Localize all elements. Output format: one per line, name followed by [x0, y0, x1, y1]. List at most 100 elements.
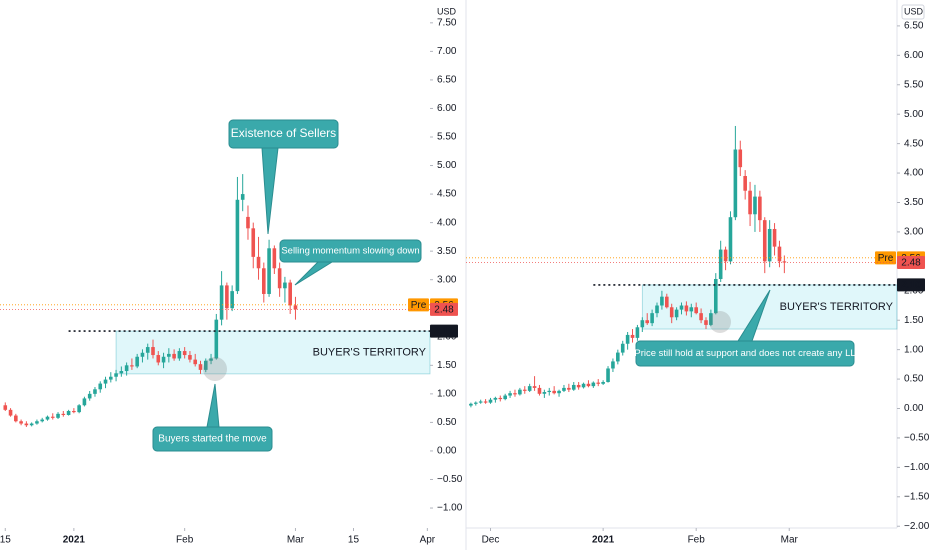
callout-text: Buyers started the move	[158, 434, 267, 445]
candle-body	[738, 149, 743, 168]
currency-box	[901, 4, 925, 20]
candle-body	[56, 413, 60, 418]
y-tick-label: 1.00	[437, 389, 457, 400]
y-tick-label: 4.00	[437, 217, 457, 228]
x-tick-label: 15	[348, 535, 360, 546]
currency-label: USD	[904, 6, 924, 16]
candle-body	[66, 410, 71, 415]
candle-body	[645, 320, 650, 324]
candle-body	[758, 196, 762, 221]
candle-body	[114, 373, 118, 377]
callout: Price still hold at support and does not…	[634, 289, 856, 367]
callout: Buyers started the move	[152, 383, 273, 452]
highlight-circle	[709, 311, 731, 333]
candle-body	[161, 356, 166, 363]
callout-box	[635, 340, 855, 367]
y-tick-label: 0.00	[437, 446, 457, 457]
y-tick-label: −1.50	[904, 491, 930, 502]
candle-body	[225, 285, 229, 309]
candle-body	[267, 248, 271, 294]
candle-body	[557, 390, 561, 394]
y-tick-label: 6.50	[437, 75, 457, 86]
candle-body	[188, 355, 192, 360]
candle-body	[777, 246, 782, 262]
candle-body	[704, 320, 708, 325]
candle-body	[198, 364, 203, 370]
y-tick-label: 5.50	[437, 132, 457, 143]
zone-label: BUYER'S TERRITORY	[780, 301, 894, 313]
price-tag-label: 2.10	[901, 280, 921, 291]
candle-body	[50, 416, 55, 418]
candle-body	[562, 387, 566, 391]
candle-body	[87, 393, 92, 399]
x-tick-label: Apr	[420, 535, 436, 546]
x-tick-label: 15	[0, 535, 11, 546]
candle-body	[743, 176, 747, 191]
callout-box	[152, 426, 273, 452]
candle-body	[689, 307, 694, 312]
price-tag	[897, 278, 925, 292]
candle-body	[498, 397, 503, 400]
candle-body	[699, 313, 703, 321]
candle-body	[478, 401, 483, 403]
candle-body	[209, 358, 213, 361]
candle-body	[767, 228, 772, 262]
candle-body	[753, 196, 757, 215]
candle-body	[151, 347, 155, 356]
candle-body	[45, 416, 50, 420]
candle-body	[591, 382, 596, 387]
y-tick-label: −1.00	[437, 503, 463, 514]
candle-body	[272, 248, 277, 269]
candle-body	[576, 384, 581, 388]
price-tag-label: 2.48	[901, 258, 921, 269]
candle-body	[635, 327, 640, 338]
y-tick-label: 0.50	[437, 417, 457, 428]
y-tick-label: 5.00	[904, 109, 924, 120]
candle-body	[93, 389, 97, 394]
candle-body	[772, 228, 777, 247]
candle-body	[611, 361, 615, 369]
candle-body	[630, 334, 635, 338]
highlight-circle	[203, 357, 227, 381]
y-tick-label: 7.50	[437, 17, 457, 28]
candle-body	[601, 382, 605, 384]
candle-body	[620, 343, 625, 353]
candle-body	[547, 390, 552, 393]
candle-body	[61, 413, 66, 415]
candle-body	[40, 419, 45, 422]
callout-text: Existence of Sellers	[231, 126, 336, 140]
candle-body	[24, 423, 29, 426]
candle-body	[586, 383, 591, 387]
price-tag	[897, 256, 925, 270]
currency-label: USD	[437, 6, 457, 16]
y-tick-label: 1.00	[904, 344, 924, 355]
candle-body	[19, 421, 23, 424]
candle-body	[124, 365, 129, 372]
candle-body	[625, 334, 630, 344]
candle-body	[172, 353, 176, 359]
price-tag-label: 2.48	[434, 305, 454, 316]
candle-body	[518, 389, 522, 395]
candle-body	[567, 387, 571, 390]
candle-body	[167, 353, 171, 357]
price-tag-prefix: Pre	[411, 300, 427, 311]
candle-body	[251, 228, 256, 257]
candle-body	[503, 395, 507, 400]
callout-text: Price still hold at support and does not…	[634, 348, 855, 359]
x-tick-label: Mar	[781, 535, 799, 546]
candle-body	[537, 387, 542, 394]
y-tick-label: 4.00	[904, 168, 924, 179]
candle-body	[508, 393, 512, 396]
price-tag-prefix-box	[875, 251, 896, 265]
candle-body	[262, 268, 266, 294]
candle-body	[782, 261, 787, 263]
y-tick-label: 3.50	[437, 246, 457, 257]
candle-body	[77, 405, 81, 413]
price-tag-prefix-box	[408, 298, 429, 312]
y-tick-label: −0.50	[437, 474, 463, 485]
price-tag	[430, 324, 458, 338]
y-tick-label: 3.00	[904, 227, 924, 238]
candle-body	[542, 392, 547, 394]
callout-box	[228, 119, 339, 149]
candle-body	[713, 279, 718, 314]
